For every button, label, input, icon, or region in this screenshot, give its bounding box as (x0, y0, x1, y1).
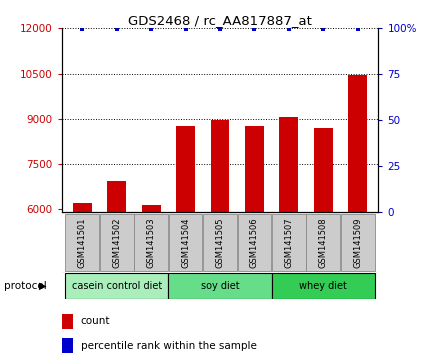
Bar (169, 213, 202, 272)
Bar (348, 75, 367, 212)
Text: GSM141508: GSM141508 (319, 217, 328, 268)
Text: GSM141504: GSM141504 (181, 217, 190, 268)
Text: protocol: protocol (4, 281, 47, 291)
Text: GSM141502: GSM141502 (112, 217, 121, 268)
Bar (271, 273, 375, 299)
Text: GSM141501: GSM141501 (78, 217, 87, 268)
Bar (306, 213, 340, 272)
Bar (210, 120, 230, 212)
Bar (65, 273, 169, 299)
Bar (176, 126, 195, 212)
Bar (279, 117, 298, 212)
Text: whey diet: whey diet (299, 281, 347, 291)
Bar (169, 273, 271, 299)
Bar (100, 213, 134, 272)
Text: ▶: ▶ (39, 281, 46, 291)
Bar (62, 338, 73, 353)
Bar (341, 213, 374, 272)
Bar (107, 181, 126, 212)
Title: GDS2468 / rc_AA817887_at: GDS2468 / rc_AA817887_at (128, 14, 312, 27)
Text: GSM141503: GSM141503 (147, 217, 156, 268)
Bar (203, 213, 237, 272)
Bar (245, 126, 264, 212)
Text: percentile rank within the sample: percentile rank within the sample (81, 341, 257, 351)
Text: count: count (81, 316, 110, 326)
Text: soy diet: soy diet (201, 281, 239, 291)
Bar (73, 203, 92, 212)
Text: GSM141506: GSM141506 (250, 217, 259, 268)
Text: GSM141509: GSM141509 (353, 217, 362, 268)
Text: GSM141507: GSM141507 (284, 217, 293, 268)
Bar (314, 128, 333, 212)
Bar (62, 314, 73, 329)
Bar (134, 213, 168, 272)
Text: casein control diet: casein control diet (72, 281, 162, 291)
Bar (238, 213, 271, 272)
Bar (142, 205, 161, 212)
Text: GSM141505: GSM141505 (216, 217, 224, 268)
Bar (272, 213, 306, 272)
Bar (66, 213, 99, 272)
